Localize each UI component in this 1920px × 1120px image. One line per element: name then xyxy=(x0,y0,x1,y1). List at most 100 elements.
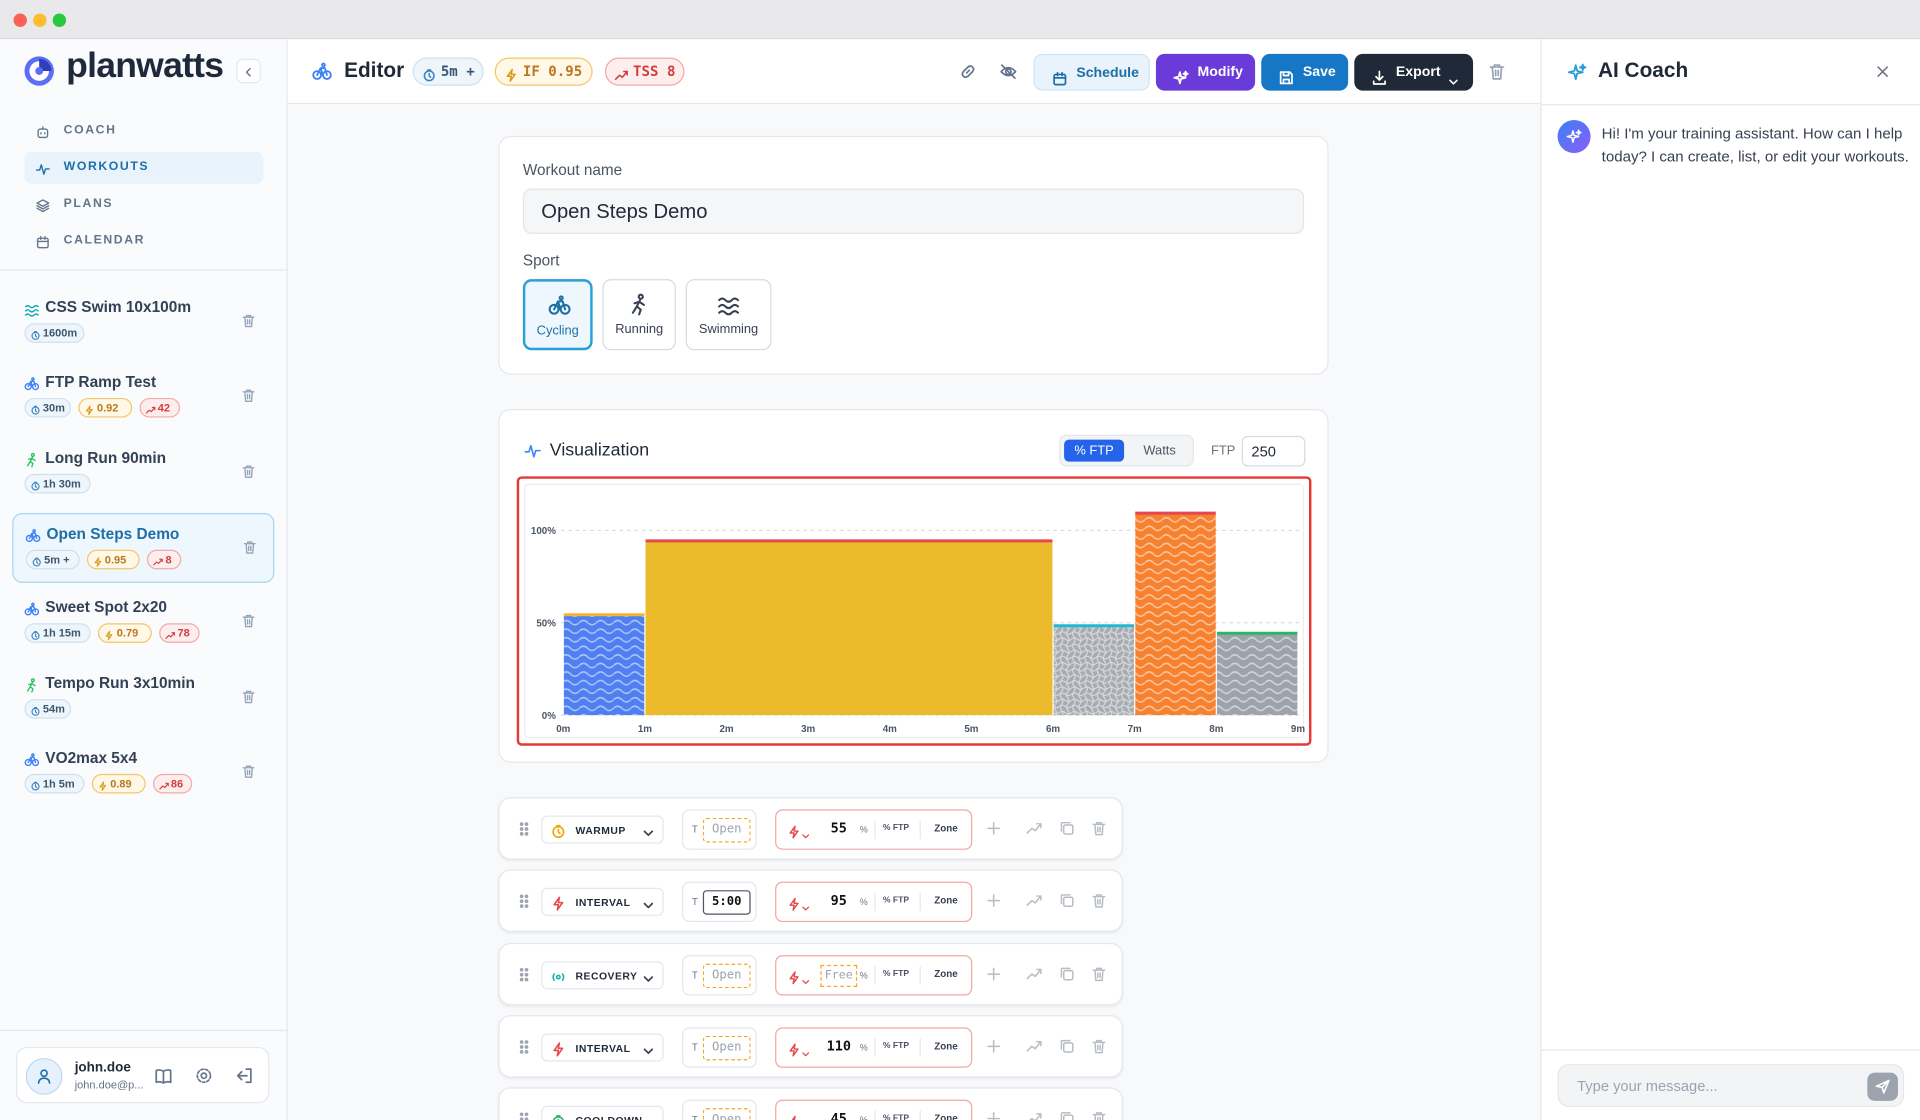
power-mode[interactable]: % FTP xyxy=(882,1041,910,1051)
delete-workout[interactable] xyxy=(241,688,256,703)
delete-workout[interactable] xyxy=(242,539,257,554)
delete-workout[interactable] xyxy=(241,612,256,628)
step-type-select[interactable]: RECOVERY xyxy=(541,960,664,989)
time-input[interactable]: Open xyxy=(702,963,751,988)
zone-button[interactable]: Zone xyxy=(934,1040,958,1052)
collapse-button[interactable] xyxy=(236,58,261,84)
header-button[interactable]: Export xyxy=(1354,53,1474,91)
zone-button[interactable]: Zone xyxy=(934,822,958,834)
sport-option[interactable]: Cycling xyxy=(522,279,593,351)
eyeoff-button[interactable] xyxy=(999,62,1017,80)
ftp-input[interactable]: 250 xyxy=(1241,435,1306,467)
icon xyxy=(1091,1038,1107,1054)
delete-button[interactable] xyxy=(1488,62,1506,80)
trash-button[interactable] xyxy=(1091,966,1107,982)
delete-workout[interactable] xyxy=(241,763,256,778)
icon-part xyxy=(987,821,1001,835)
sport-option[interactable]: Running xyxy=(602,279,676,351)
nav-item[interactable]: COACH xyxy=(24,115,263,147)
gear-button[interactable] xyxy=(195,1067,213,1085)
workout-item[interactable]: Long Run 90min 1h 30m xyxy=(12,438,274,508)
delete-workout[interactable] xyxy=(241,462,256,478)
icon-part xyxy=(31,782,40,791)
icon xyxy=(36,124,51,139)
workout-item[interactable]: CSS Swim 10x100m 1600m xyxy=(12,288,274,358)
delete-workout[interactable] xyxy=(241,387,256,403)
trend-button[interactable] xyxy=(1026,820,1042,836)
step-type-select[interactable]: INTERVAL xyxy=(541,888,664,917)
close-dot[interactable] xyxy=(13,13,27,27)
power-mode[interactable]: % FTP xyxy=(882,1114,910,1120)
trash-button[interactable] xyxy=(1091,1038,1107,1054)
plus-button[interactable] xyxy=(986,893,1002,909)
trend-button[interactable] xyxy=(1026,1038,1042,1054)
copy-button[interactable] xyxy=(1059,966,1075,982)
step-type-select[interactable]: WARMUP xyxy=(541,815,664,844)
icon xyxy=(642,1115,655,1120)
power-input[interactable]: 45 xyxy=(830,1110,847,1120)
trash-button[interactable] xyxy=(1091,820,1107,836)
icon-part xyxy=(31,752,35,757)
plus-button[interactable] xyxy=(986,820,1002,836)
message-input[interactable]: Type your message... xyxy=(1557,1064,1905,1107)
book-button[interactable] xyxy=(154,1067,172,1085)
workout-item[interactable]: Tempo Run 3x10min 54m xyxy=(12,663,274,733)
trend-button[interactable] xyxy=(1026,893,1042,909)
time-input[interactable]: Open xyxy=(702,817,751,843)
power-mode[interactable]: % FTP xyxy=(882,824,910,833)
zone-button[interactable]: Zone xyxy=(934,968,958,980)
power-mode[interactable]: % FTP xyxy=(882,969,910,978)
copy-button[interactable] xyxy=(1059,1111,1075,1120)
copy-button[interactable] xyxy=(1059,893,1075,909)
power-mode[interactable]: % FTP xyxy=(882,896,910,906)
icon-part xyxy=(524,1117,529,1120)
link-button[interactable] xyxy=(959,62,977,80)
zone-button[interactable]: Zone xyxy=(934,895,958,907)
time-input[interactable]: 5:00 xyxy=(702,890,751,916)
nav-item[interactable]: PLANS xyxy=(24,189,263,221)
trend-button[interactable] xyxy=(1026,966,1042,982)
header-button[interactable]: Schedule xyxy=(1033,53,1150,91)
trash-button[interactable] xyxy=(1091,1111,1107,1120)
workout-name-input[interactable]: Open Steps Demo xyxy=(522,188,1305,234)
mode-option[interactable]: % FTP xyxy=(1064,439,1125,462)
delete-workout[interactable] xyxy=(241,312,256,328)
workout-item[interactable]: VO2max 5x4 1h 5m 0.89 86 xyxy=(12,738,274,808)
nav-item[interactable]: WORKOUTS xyxy=(24,151,264,184)
nav-item[interactable]: CALENDAR xyxy=(24,225,263,257)
mode-option[interactable]: Watts xyxy=(1128,440,1192,462)
time-input[interactable]: Open xyxy=(702,1108,751,1120)
copy-button[interactable] xyxy=(1059,1038,1075,1054)
minimize-dot[interactable] xyxy=(33,13,47,27)
workout-item[interactable]: FTP Ramp Test 30m 0.92 42 xyxy=(12,363,274,433)
badge-text: 1600m xyxy=(42,326,78,340)
sport-option[interactable]: Swimming xyxy=(685,279,772,351)
icon-part xyxy=(243,541,256,554)
icon-part xyxy=(548,295,570,315)
workout-item[interactable]: Open Steps Demo 5m + 0.95 8 xyxy=(12,512,275,583)
power-input[interactable]: 110 xyxy=(826,1038,851,1055)
plus-button[interactable] xyxy=(986,1038,1002,1054)
close-button[interactable] xyxy=(1875,64,1891,80)
step-type-select[interactable]: COOLDOWN xyxy=(541,1105,664,1120)
header-button[interactable]: Modify xyxy=(1155,53,1256,91)
plus-button[interactable] xyxy=(986,1111,1002,1120)
power-input[interactable]: 95 xyxy=(830,893,847,909)
time-input[interactable]: Open xyxy=(702,1035,751,1061)
copy-button[interactable] xyxy=(1059,820,1075,836)
logout-button[interactable] xyxy=(235,1067,253,1085)
header-button[interactable]: Save xyxy=(1261,53,1349,91)
zone-button[interactable]: Zone xyxy=(934,1113,958,1120)
plus-button[interactable] xyxy=(986,966,1002,982)
send-button[interactable] xyxy=(1867,1072,1898,1101)
zoom-dot[interactable] xyxy=(52,13,67,27)
trend-button[interactable] xyxy=(1026,1111,1042,1120)
trash-button[interactable] xyxy=(1091,893,1107,909)
step-type-select[interactable]: INTERVAL xyxy=(541,1033,664,1062)
workout-item[interactable]: Sweet Spot 2x20 1h 15m 0.79 78 xyxy=(12,588,274,658)
power-input[interactable]: Free xyxy=(820,964,858,987)
power-input[interactable]: 55 xyxy=(830,820,847,837)
icon-part xyxy=(200,1072,208,1080)
icon-part xyxy=(524,967,529,972)
